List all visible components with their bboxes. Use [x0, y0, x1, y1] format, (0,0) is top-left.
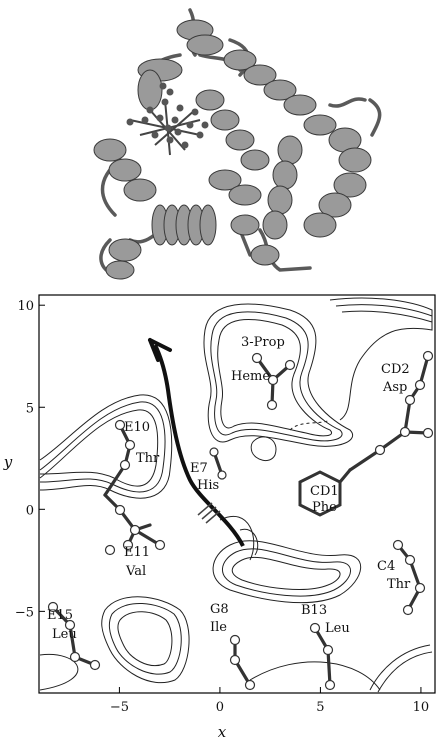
label-g8-sub: Ile: [210, 620, 227, 635]
residue-labels: 3-Prop Heme CD2 Asp E10 Thr E7 His CD1 P…: [47, 335, 411, 642]
contour-lines: [39, 297, 433, 693]
protein-ribbon-structure-icon: [93, 8, 382, 280]
pathway-arrow: [148, 338, 245, 547]
label-cd1-sub: Phe: [312, 500, 337, 515]
heme-molecule-icon: [126, 82, 209, 156]
x-tick-label: −5: [110, 700, 129, 715]
y-axis-title: y: [3, 453, 13, 471]
x-axis-ticks: −5 0 5 10: [110, 687, 429, 715]
label-e11-sub: Val: [125, 564, 146, 579]
x-tick-label: 5: [316, 700, 324, 715]
label-b13: B13: [301, 603, 327, 618]
label-heme: Heme: [231, 369, 270, 384]
y-tick-label: 5: [26, 401, 34, 416]
label-e10-sub: Thr: [136, 451, 160, 466]
x-axis-title: x: [218, 723, 227, 741]
plot-frame: [38, 294, 436, 694]
y-axis-ticks: 10 5 0 −5: [15, 299, 45, 620]
x-tick-label: 0: [216, 700, 224, 715]
label-b13-sub: Leu: [325, 621, 350, 636]
molecular-fragments: [47, 350, 434, 691]
contour-plot: 3-Prop Heme CD2 Asp E10 Thr E7 His CD1 P…: [3, 294, 436, 741]
label-c4: C4: [377, 559, 395, 574]
y-tick-label: 10: [17, 299, 34, 314]
y-tick-label: −5: [15, 605, 34, 620]
label-e7: E7: [190, 461, 208, 476]
label-g8: G8: [210, 602, 229, 617]
label-e10: E10: [124, 420, 150, 435]
x-tick-label: 10: [413, 700, 430, 715]
label-cd1: CD1: [310, 484, 339, 499]
label-c4-sub: Thr: [387, 577, 411, 592]
label-e15-sub: Leu: [52, 627, 77, 642]
label-cd2-sub: Asp: [382, 380, 407, 395]
y-tick-label: 0: [26, 503, 34, 518]
label-e15: E15: [47, 608, 73, 623]
label-e7-sub: His: [197, 478, 219, 493]
label-prop: 3-Prop: [241, 335, 285, 350]
label-e11: E11: [124, 545, 150, 560]
label-cd2: CD2: [381, 362, 410, 377]
